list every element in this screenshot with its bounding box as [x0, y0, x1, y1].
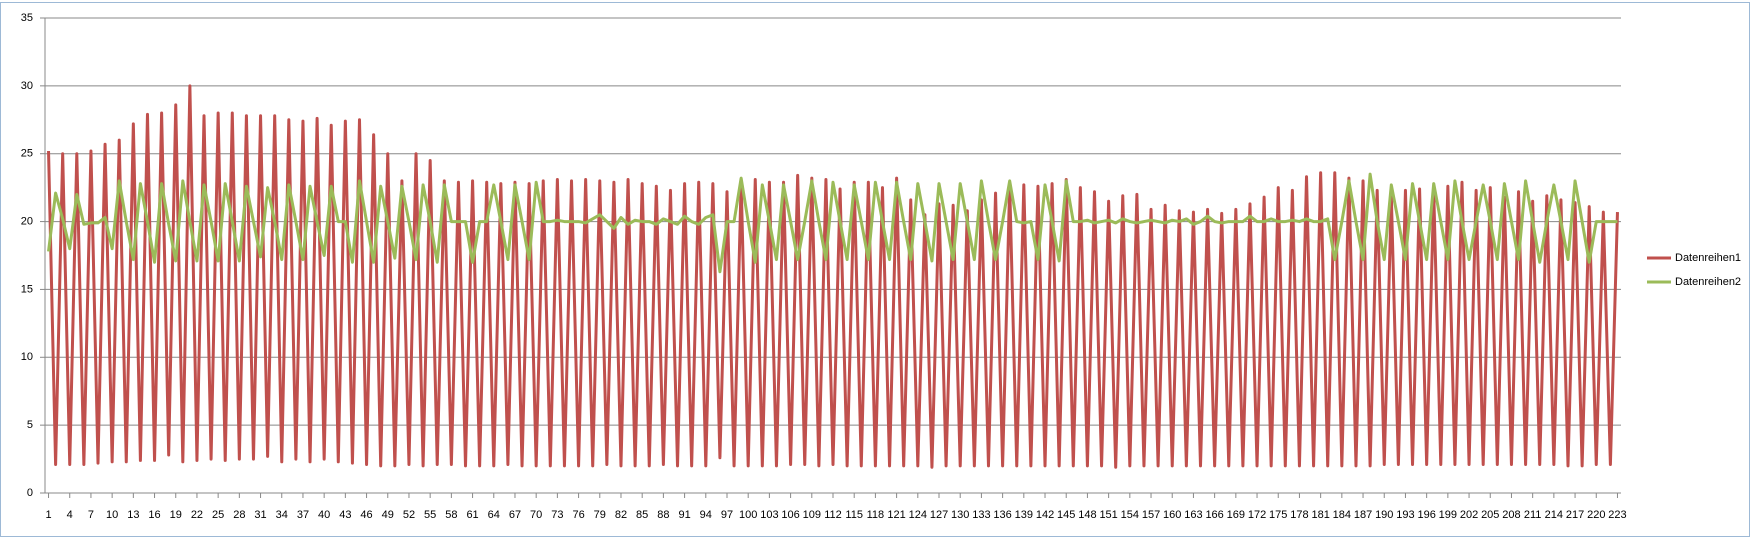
- x-tick-label: 58: [445, 509, 457, 521]
- y-tick-label: 0: [27, 487, 33, 499]
- x-tick-label: 163: [1184, 509, 1202, 521]
- x-tick-label: 214: [1545, 509, 1563, 521]
- x-tick-label: 31: [254, 509, 266, 521]
- legend-label: Datenreihen1: [1675, 252, 1741, 264]
- x-tick-label: 115: [845, 509, 863, 521]
- x-tick-label: 130: [951, 509, 969, 521]
- x-tick-label: 175: [1269, 509, 1287, 521]
- x-tick-label: 169: [1227, 509, 1245, 521]
- x-tick-label: 64: [488, 509, 500, 521]
- x-tick-label: 25: [212, 509, 224, 521]
- x-tick-label: 1: [45, 509, 51, 521]
- x-tick-label: 121: [887, 509, 905, 521]
- x-tick-label: 127: [930, 509, 948, 521]
- x-tick-label: 148: [1078, 509, 1096, 521]
- x-tick-label: 196: [1417, 509, 1435, 521]
- x-tick-label: 142: [1036, 509, 1054, 521]
- legend-label: Datenreihen2: [1675, 276, 1741, 288]
- y-tick-label: 15: [21, 283, 33, 295]
- x-tick-label: 109: [803, 509, 821, 521]
- x-tick-label: 49: [382, 509, 394, 521]
- x-tick-label: 19: [170, 509, 182, 521]
- x-tick-label: 217: [1566, 509, 1584, 521]
- x-tick-label: 40: [318, 509, 330, 521]
- x-tick-label: 136: [993, 509, 1011, 521]
- x-tick-label: 91: [678, 509, 690, 521]
- x-tick-label: 76: [572, 509, 584, 521]
- x-tick-label: 220: [1587, 509, 1605, 521]
- x-tick-label: 16: [148, 509, 160, 521]
- x-tick-label: 172: [1248, 509, 1266, 521]
- x-tick-label: 52: [403, 509, 415, 521]
- x-tick-label: 154: [1121, 509, 1139, 521]
- x-tick-label: 166: [1205, 509, 1223, 521]
- x-tick-label: 160: [1163, 509, 1181, 521]
- x-tick-label: 118: [867, 509, 885, 521]
- x-tick-label: 199: [1439, 509, 1457, 521]
- x-tick-label: 187: [1354, 509, 1372, 521]
- x-tick-label: 112: [824, 509, 842, 521]
- x-tick-label: 88: [657, 509, 669, 521]
- x-tick-label: 37: [297, 509, 309, 521]
- x-tick-label: 7: [88, 509, 94, 521]
- y-tick-label: 20: [21, 215, 33, 227]
- x-tick-label: 181: [1311, 509, 1329, 521]
- y-tick-label: 35: [21, 12, 33, 24]
- x-tick-label: 22: [191, 509, 203, 521]
- x-tick-label: 94: [700, 509, 712, 521]
- x-tick-label: 205: [1481, 509, 1499, 521]
- x-tick-label: 124: [909, 509, 927, 521]
- x-tick-label: 145: [1057, 509, 1075, 521]
- x-tick-label: 139: [1015, 509, 1033, 521]
- x-tick-label: 70: [530, 509, 542, 521]
- x-tick-label: 223: [1608, 509, 1626, 521]
- x-tick-label: 28: [233, 509, 245, 521]
- x-tick-label: 100: [739, 509, 757, 521]
- x-tick-label: 184: [1333, 509, 1351, 521]
- x-tick-label: 43: [339, 509, 351, 521]
- x-tick-label: 10: [106, 509, 118, 521]
- x-tick-label: 190: [1375, 509, 1393, 521]
- y-tick-label: 5: [27, 419, 33, 431]
- x-tick-label: 4: [67, 509, 73, 521]
- x-tick-label: 67: [509, 509, 521, 521]
- x-tick-label: 208: [1502, 509, 1520, 521]
- x-tick-label: 34: [276, 509, 288, 521]
- x-tick-label: 46: [360, 509, 372, 521]
- y-tick-label: 25: [21, 148, 33, 160]
- x-tick-label: 103: [760, 509, 778, 521]
- x-tick-label: 55: [424, 509, 436, 521]
- y-tick-label: 30: [21, 80, 33, 92]
- x-tick-label: 202: [1460, 509, 1478, 521]
- x-tick-label: 151: [1099, 509, 1117, 521]
- x-tick-label: 106: [781, 509, 799, 521]
- x-tick-label: 82: [615, 509, 627, 521]
- x-tick-label: 178: [1290, 509, 1308, 521]
- x-tick-label: 97: [721, 509, 733, 521]
- x-tick-label: 133: [972, 509, 990, 521]
- x-tick-label: 13: [127, 509, 139, 521]
- y-tick-label: 10: [21, 351, 33, 363]
- series-line: [47, 172, 1618, 274]
- x-tick-label: 73: [551, 509, 563, 521]
- x-tick-label: 211: [1524, 509, 1542, 521]
- x-tick-label: 193: [1396, 509, 1414, 521]
- x-tick-label: 61: [466, 509, 478, 521]
- x-tick-label: 157: [1142, 509, 1160, 521]
- series-line: [47, 84, 1619, 469]
- x-tick-label: 85: [636, 509, 648, 521]
- x-tick-label: 79: [594, 509, 606, 521]
